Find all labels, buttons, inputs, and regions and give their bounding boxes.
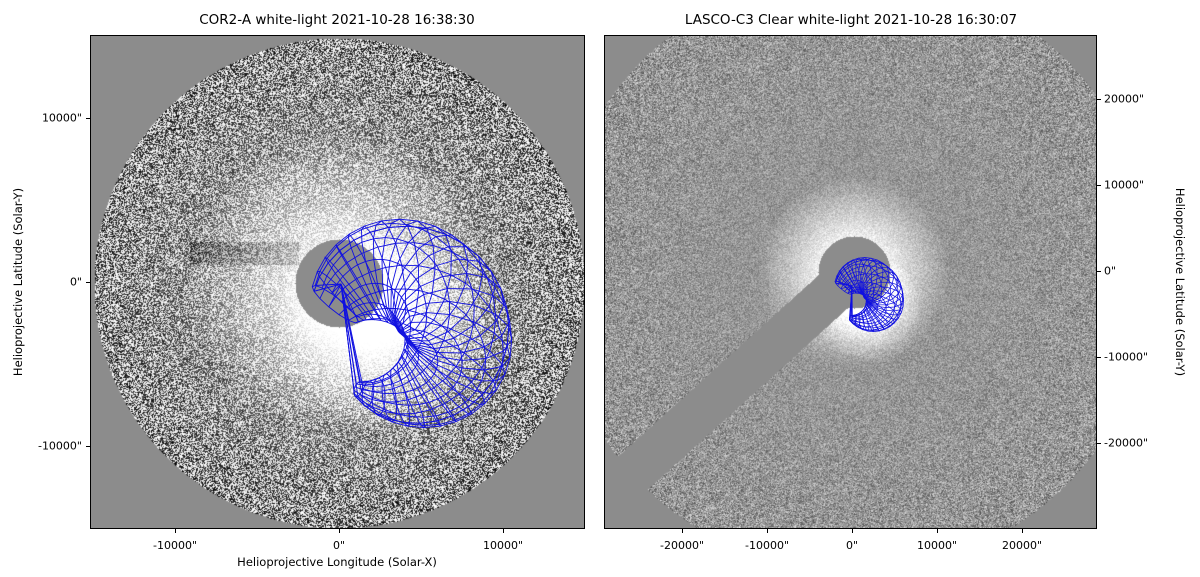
tick-mark (767, 529, 768, 533)
mesh-line (841, 271, 874, 317)
mesh-line (838, 263, 883, 320)
right-y-tick-label: 20000" (1104, 92, 1145, 106)
right-y-tick-label: 10000" (1104, 178, 1145, 192)
right-x-tick-label: 0" (845, 539, 859, 552)
cor2a-coronagraph-image (91, 36, 584, 528)
mesh-line (311, 218, 496, 415)
mesh-line (313, 225, 510, 424)
mesh-line (340, 283, 361, 383)
mesh-line (835, 280, 853, 287)
tick-mark (175, 529, 176, 533)
left-y-tick-label: 0" (69, 275, 82, 289)
mesh-line (321, 237, 451, 392)
cor2a-image-panel (90, 35, 585, 529)
left-x-tick-label: -10000" (152, 539, 198, 552)
tick-mark (1097, 99, 1101, 100)
right-y-axis-label: Helioprojective Latitude (Solar-Y) (1173, 187, 1187, 377)
mesh-line (316, 270, 367, 321)
right-x-tick-label: 20000" (1001, 539, 1043, 552)
mesh-line (328, 283, 342, 308)
right-x-tick-label: -10000" (744, 539, 790, 552)
tick-mark (86, 282, 90, 283)
mesh-line (840, 285, 853, 289)
mesh-line (847, 288, 887, 324)
tick-mark (1097, 271, 1101, 272)
left-x-tick-label: 0" (332, 539, 346, 552)
tick-mark (937, 529, 938, 533)
mesh-line (338, 288, 487, 418)
mesh-line (340, 283, 356, 396)
mesh-line (355, 318, 439, 395)
tick-mark (339, 529, 340, 533)
right-panel-title: LASCO-C3 Clear white-light 2021-10-28 16… (684, 12, 1018, 28)
mesh-line (331, 258, 428, 386)
left-y-axis-label: Helioprojective Latitude (Solar-Y) (11, 187, 25, 377)
left-y-tick-label: 10000" (41, 111, 82, 125)
mesh-line (835, 258, 891, 323)
mesh-line (393, 246, 484, 342)
mesh-line (340, 283, 359, 322)
mesh-line (835, 259, 904, 331)
mesh-line (840, 273, 902, 332)
mesh-line (328, 264, 504, 426)
tick-mark (1022, 529, 1023, 533)
mesh-line (341, 282, 411, 383)
tick-mark (682, 529, 683, 533)
right-y-tick-label: -20000" (1104, 436, 1149, 450)
right-x-tick-label: 10000" (916, 539, 958, 552)
tick-mark (1097, 357, 1101, 358)
left-y-tick-label: -10000" (37, 439, 82, 453)
tick-mark (503, 529, 504, 533)
mesh-line (844, 281, 895, 329)
mesh-line (835, 282, 853, 287)
mesh-line (850, 290, 868, 317)
cor2a-croissant-mesh (311, 218, 513, 429)
left-x-tick-label: 10000" (482, 539, 524, 552)
x-axis-label: Helioprojective Longitude (Solar-X) (237, 555, 437, 569)
mesh-line (340, 283, 352, 310)
right-x-tick-label: -20000" (659, 539, 705, 552)
left-panel-title: COR2-A white-light 2021-10-28 16:38:30 (199, 12, 475, 28)
mesh-line (313, 283, 342, 292)
mesh-line (837, 265, 905, 332)
tick-mark (1097, 185, 1101, 186)
lasco-c3-image-panel (604, 35, 1097, 529)
lasco-c3-croissant-mesh (834, 257, 905, 333)
mesh-line (834, 257, 899, 328)
mesh-line (851, 292, 872, 318)
tick-mark (86, 118, 90, 119)
mesh-line (314, 222, 475, 403)
mesh-line (319, 242, 513, 429)
mesh-line (348, 308, 463, 406)
mesh-line (340, 283, 357, 385)
mesh-line (331, 283, 342, 295)
mesh-line (315, 283, 342, 286)
right-y-tick-label: 0" (1104, 264, 1117, 278)
mesh-line (356, 313, 409, 384)
tick-mark (852, 529, 853, 533)
mesh-line (358, 319, 420, 388)
tick-mark (1097, 443, 1101, 444)
mesh-line (850, 292, 878, 320)
tick-mark (86, 446, 90, 447)
mesh-line (845, 279, 869, 316)
right-y-tick-label: -10000" (1104, 350, 1149, 364)
mesh-line (849, 285, 853, 321)
mesh-line (848, 285, 853, 290)
